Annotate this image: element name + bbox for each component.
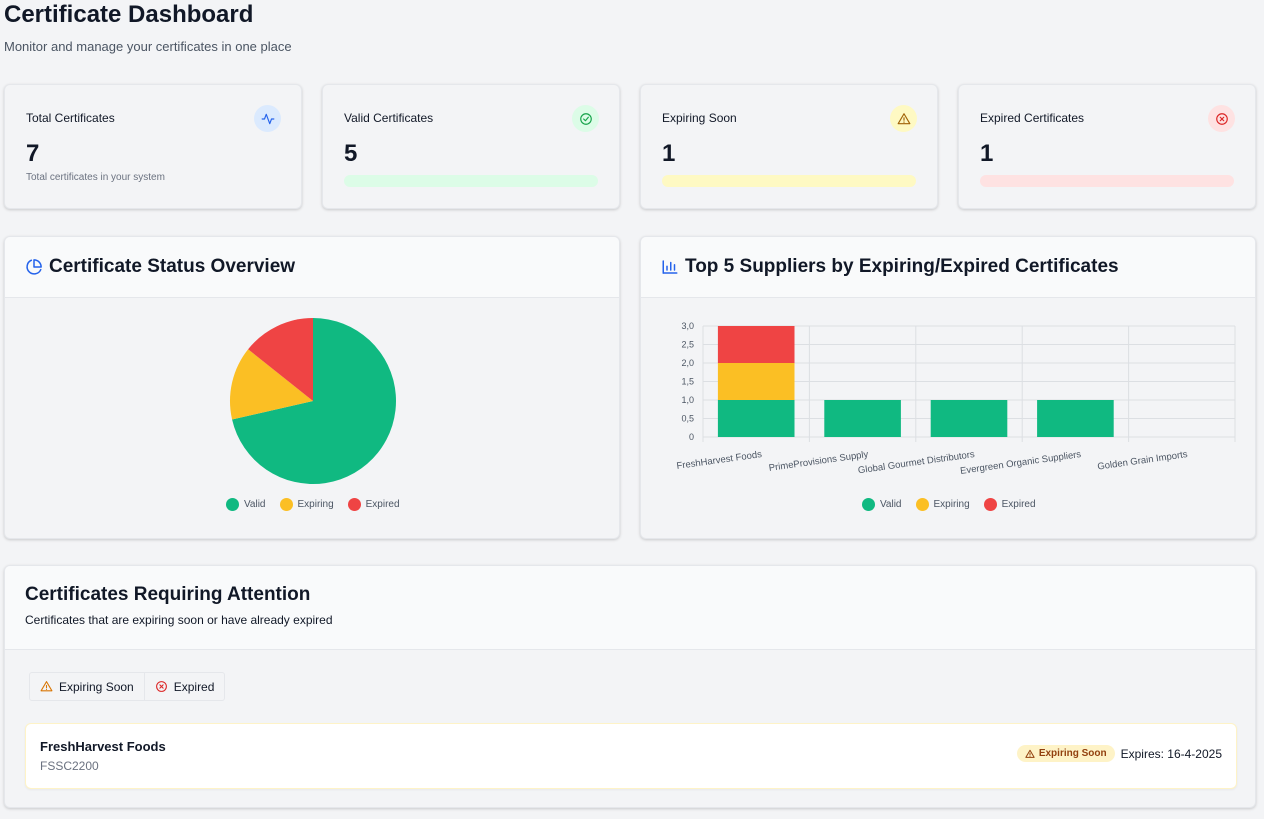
suppliers-bar-chart: 0 0,5 1,0 1,5 2,0 2,5 3,0 FreshHarvest Foods Pri… bbox=[676, 321, 1236, 477]
stat-card-expiring: Expiring Soon 1 bbox=[640, 84, 938, 209]
y-tick-label: 0,5 bbox=[681, 414, 694, 424]
bar-segment-valid[interactable] bbox=[824, 400, 901, 437]
expiring-progress-bar bbox=[662, 175, 916, 187]
bar-segment-expiring[interactable] bbox=[717, 363, 795, 400]
legend-label: Expiring bbox=[933, 499, 970, 510]
stat-card-valid: Valid Certificates 5 bbox=[322, 84, 620, 209]
legend-item-expired[interactable]: Expired bbox=[983, 498, 1036, 511]
x-circle-icon bbox=[155, 681, 167, 692]
bar-chart-icon bbox=[662, 260, 678, 274]
status-pie-chart bbox=[230, 318, 396, 484]
y-tick-label: 0 bbox=[689, 432, 694, 442]
attention-tabs: Expiring Soon Expired bbox=[29, 672, 226, 701]
stat-label: Total Certificates bbox=[26, 111, 115, 125]
bar-segment-valid[interactable] bbox=[717, 400, 795, 437]
tab-label: Expired bbox=[173, 679, 215, 694]
legend-item-expiring[interactable]: Expiring bbox=[915, 498, 970, 511]
x-circle-icon bbox=[1208, 105, 1235, 132]
y-tick-label: 2,0 bbox=[681, 358, 694, 368]
stat-value: 7 bbox=[26, 140, 40, 167]
bar-segment-valid[interactable] bbox=[1037, 400, 1114, 437]
tab-label: Expiring Soon bbox=[59, 679, 134, 694]
legend-label: Valid bbox=[880, 499, 902, 510]
badge-label: Expiring Soon bbox=[1038, 748, 1107, 759]
stat-label: Valid Certificates bbox=[344, 111, 434, 125]
legend-swatch bbox=[983, 498, 997, 511]
tab-expiring-soon[interactable]: Expiring Soon bbox=[29, 672, 145, 701]
legend-swatch bbox=[226, 498, 239, 511]
certificate-type: FSSC2200 bbox=[40, 759, 99, 773]
stat-card-total: Total Certificates 7 Total certificates … bbox=[4, 84, 302, 209]
y-tick-label: 3,0 bbox=[681, 321, 694, 331]
stat-value: 5 bbox=[344, 140, 358, 167]
status-badge: Expiring Soon bbox=[1016, 745, 1115, 762]
panel-title: Certificate Status Overview bbox=[49, 256, 296, 277]
legend-label: Expired bbox=[1001, 499, 1036, 510]
legend-item-expired[interactable]: Expired bbox=[347, 498, 400, 511]
stat-value: 1 bbox=[662, 140, 676, 167]
warning-icon bbox=[40, 681, 53, 692]
tab-expired[interactable]: Expired bbox=[144, 672, 226, 701]
certificate-row[interactable]: FreshHarvest Foods FSSC2200 Expiring Soo… bbox=[25, 723, 1237, 789]
x-tick-label: Global Gourmet Distributors bbox=[857, 449, 975, 476]
legend-swatch bbox=[347, 498, 361, 511]
supplier-name: FreshHarvest Foods bbox=[40, 739, 166, 754]
stat-note: Total certificates in your system bbox=[26, 172, 165, 183]
top-suppliers-panel: Top 5 Suppliers by Expiring/Expired Cert… bbox=[640, 236, 1256, 539]
bar-legend: Valid Expiring Expired bbox=[862, 498, 1036, 511]
pie-chart-icon bbox=[26, 259, 42, 275]
legend-swatch bbox=[915, 498, 929, 511]
legend-item-valid[interactable]: Valid bbox=[862, 498, 902, 511]
x-tick-label: FreshHarvest Foods bbox=[676, 449, 763, 472]
panel-header: Top 5 Suppliers by Expiring/Expired Cert… bbox=[641, 237, 1255, 298]
legend-label: Expired bbox=[365, 499, 400, 510]
expired-progress-bar bbox=[980, 175, 1234, 187]
legend-label: Expiring bbox=[297, 499, 334, 510]
x-tick-label: Evergreen Organic Suppliers bbox=[959, 449, 1082, 477]
stat-value: 1 bbox=[980, 140, 994, 167]
attention-title: Certificates Requiring Attention bbox=[25, 584, 311, 605]
valid-progress-bar bbox=[344, 175, 598, 187]
y-tick-label: 2,5 bbox=[681, 340, 694, 350]
stat-label: Expired Certificates bbox=[980, 111, 1085, 125]
legend-label: Valid bbox=[244, 499, 266, 510]
bar-segment-valid[interactable] bbox=[930, 400, 1008, 437]
pie-legend: Valid Expiring Expired bbox=[226, 498, 400, 511]
pie-slice-valid[interactable] bbox=[232, 318, 396, 484]
legend-item-valid[interactable]: Valid bbox=[226, 498, 266, 511]
certificate-meta: Expiring Soon Expires: 16-4-2025 bbox=[1016, 745, 1222, 762]
x-tick-label: PrimeProvisions Supply bbox=[768, 449, 869, 474]
page-subtitle: Monitor and manage your certificates in … bbox=[4, 39, 292, 54]
check-circle-icon bbox=[572, 105, 599, 132]
stat-label: Expiring Soon bbox=[662, 111, 737, 125]
legend-item-expiring[interactable]: Expiring bbox=[279, 498, 334, 511]
y-tick-label: 1,0 bbox=[681, 395, 694, 405]
legend-swatch bbox=[279, 498, 293, 511]
page-title: Certificate Dashboard bbox=[4, 1, 254, 28]
pie-slice-expiring[interactable] bbox=[230, 349, 313, 420]
expiry-date: Expires: 16-4-2025 bbox=[1120, 746, 1222, 761]
stat-card-expired: Expired Certificates 1 bbox=[958, 84, 1256, 209]
warning-icon bbox=[890, 105, 917, 132]
panel-header: Certificate Status Overview bbox=[5, 237, 619, 298]
legend-swatch bbox=[862, 498, 875, 511]
attention-header: Certificates Requiring Attention Certifi… bbox=[5, 566, 1255, 650]
warning-icon bbox=[1025, 749, 1035, 758]
attention-subtitle: Certificates that are expiring soon or h… bbox=[25, 613, 333, 627]
y-tick-label: 1,5 bbox=[681, 377, 694, 387]
attention-section: Certificates Requiring Attention Certifi… bbox=[4, 565, 1256, 808]
pie-slice-expired[interactable] bbox=[248, 318, 313, 401]
status-overview-panel: Certificate Status Overview Valid Expiri… bbox=[4, 236, 620, 539]
activity-icon bbox=[254, 105, 281, 132]
panel-title: Top 5 Suppliers by Expiring/Expired Cert… bbox=[685, 256, 1119, 277]
bar-segment-expired[interactable] bbox=[717, 326, 795, 363]
x-tick-label: Golden Grain Imports bbox=[1097, 449, 1189, 473]
